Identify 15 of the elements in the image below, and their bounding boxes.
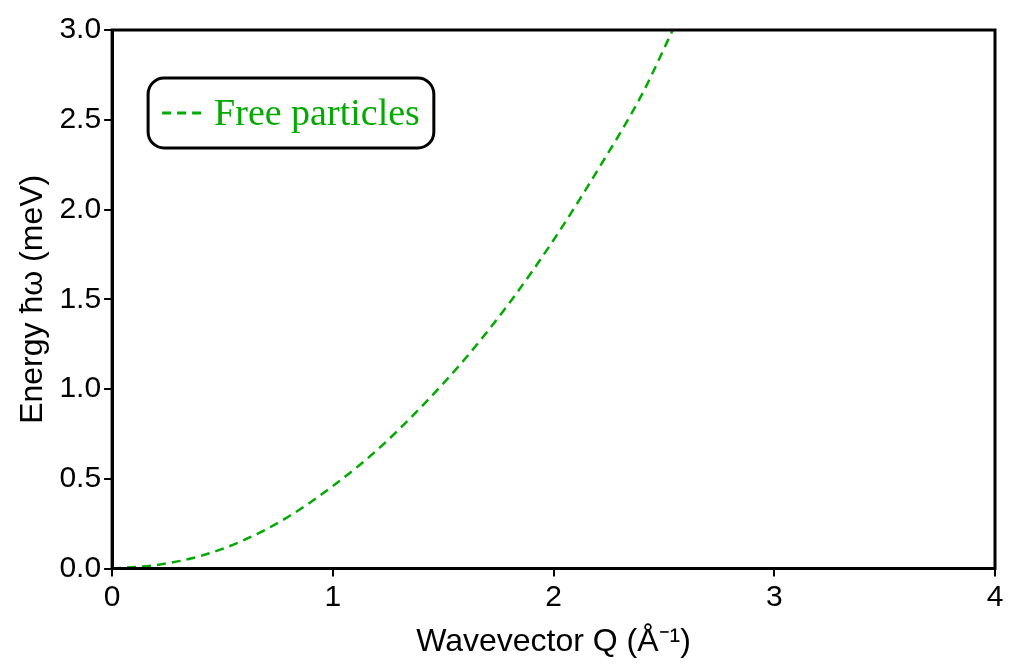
x-tick-label: 0 <box>103 578 121 612</box>
y-tick-label: 1.5 <box>59 280 102 314</box>
x-tick-label: 4 <box>986 578 1004 612</box>
x-tick-label: 1 <box>324 578 342 612</box>
y-tick-label: 2.0 <box>59 190 102 224</box>
y-tick-label: 1.0 <box>59 370 102 404</box>
y-tick-label: 0.0 <box>59 549 102 583</box>
x-axis-title: Wavevector Q (Å⁻¹) <box>416 621 691 658</box>
legend-label: Free particles <box>214 90 420 133</box>
y-tick-label: 0.5 <box>59 460 102 494</box>
x-tick-label: 3 <box>765 578 783 612</box>
x-tick-label: 2 <box>545 578 562 612</box>
y-tick-label: 2.5 <box>59 101 102 135</box>
y-axis-title: Energy ħω (meV) <box>13 174 50 424</box>
y-tick-label: 3.0 <box>59 11 102 45</box>
